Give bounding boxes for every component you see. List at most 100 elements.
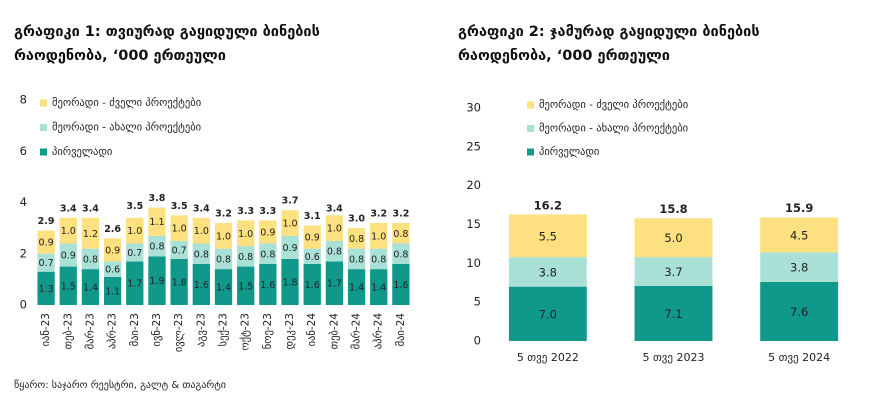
y-tick-label: 10 (466, 256, 481, 270)
x-tick-label: ოქტ-23 (240, 313, 252, 351)
bar-segment (325, 261, 344, 305)
value-label: 0.7 (172, 245, 187, 256)
value-label: 4.5 (790, 228, 808, 242)
bar-segment (392, 264, 410, 305)
bar-segment (303, 248, 321, 264)
bar-segment (192, 217, 210, 244)
legend-label: მეორადი - ახალი პროექტები (52, 122, 201, 134)
legend-label: პირველადი (539, 146, 599, 158)
bar-segment (370, 248, 388, 270)
bar-segment (81, 269, 100, 305)
total-label: 3.8 (149, 193, 166, 204)
x-tick-label: მარ-23 (84, 313, 96, 349)
bar-segment (148, 207, 166, 236)
x-tick-label: აპრ-24 (373, 313, 385, 349)
total-label: 3.7 (282, 196, 299, 207)
value-label: 1.6 (305, 280, 320, 291)
bar-segment (237, 246, 255, 267)
total-label: 2.9 (38, 216, 55, 227)
value-label: 1.0 (216, 231, 231, 242)
legend-swatch (527, 148, 534, 156)
value-label: 1.4 (349, 283, 364, 294)
chart-title: გრაფიკი 1: თვიურად გაყიდული ბინების რაოდ… (14, 24, 320, 64)
value-label: 1.6 (194, 280, 209, 291)
x-tick-label: აგვ-23 (195, 313, 207, 347)
x-tick-label: თებ-24 (328, 313, 340, 350)
bar-segment (192, 243, 210, 264)
x-tick-label: ნოე-23 (262, 313, 274, 349)
value-label: 1.0 (371, 231, 386, 242)
x-tick-label: 5 თვე 2022 (517, 351, 579, 364)
bar-segment (59, 243, 77, 267)
value-label: 1.4 (216, 283, 231, 294)
y-tick-label: 6 (20, 144, 27, 158)
bar-segment (103, 261, 122, 277)
y-tick-label: 4 (20, 195, 27, 209)
value-label: 3.7 (664, 265, 682, 279)
legend-label: მეორადი - ახალი პროექტები (539, 123, 688, 135)
value-label: 1.0 (127, 226, 142, 237)
value-label: 0.8 (393, 229, 408, 240)
value-label: 1.3 (39, 284, 54, 295)
value-label: 1.0 (327, 224, 342, 235)
bar-segment (325, 215, 344, 241)
value-label: 1.2 (83, 229, 98, 240)
bar-segment (259, 243, 277, 264)
x-tick-label: თებ-23 (62, 313, 74, 349)
total-label: 3.3 (237, 206, 254, 217)
value-label: 0.7 (127, 248, 142, 259)
x-tick-label: აპრ-23 (107, 313, 119, 349)
bar-segment (259, 220, 277, 244)
bar-segment (103, 238, 122, 262)
bar-segment (59, 217, 77, 244)
bar-segment (192, 264, 210, 305)
legend-swatch (40, 124, 47, 131)
value-label: 5.0 (664, 231, 682, 245)
bar-segment (126, 217, 144, 244)
value-label: 0.8 (371, 254, 386, 265)
value-label: 0.9 (260, 227, 275, 238)
bar-segment (170, 240, 188, 259)
bar-segment (59, 266, 77, 305)
total-label: 3.2 (215, 209, 232, 220)
bar-segment (126, 261, 144, 305)
value-label: 1.5 (238, 281, 253, 292)
bar-segment (281, 258, 299, 305)
value-label: 1.9 (149, 276, 164, 287)
y-tick-label: 25 (466, 139, 481, 153)
value-label: 1.6 (260, 280, 275, 291)
value-label: 1.1 (149, 217, 164, 228)
value-label: 0.9 (39, 238, 54, 249)
value-label: 1.5 (61, 281, 76, 292)
legend-label: მეორადი - ძველი პროექტები (52, 97, 201, 109)
legend-swatch (527, 125, 534, 132)
x-tick-label: ივნ-23 (151, 313, 163, 346)
bar-segment (634, 218, 713, 258)
value-label: 0.9 (105, 245, 120, 256)
x-tick-label: დეკ-23 (284, 313, 296, 349)
value-label: 1.4 (371, 283, 386, 294)
value-label: 1.0 (238, 229, 253, 240)
value-label: 1.0 (61, 226, 76, 237)
legend-label: მეორადი - ძველი პროექტები (539, 99, 688, 111)
x-tick-label: ივლ-23 (173, 313, 185, 352)
total-label: 2.6 (104, 224, 121, 235)
x-tick-label: იან-23 (40, 313, 52, 346)
bar-segment (508, 214, 587, 258)
total-label: 3.4 (193, 203, 210, 214)
bar-segment (392, 223, 410, 244)
total-label: 3.5 (126, 201, 143, 212)
value-label: 0.8 (393, 249, 408, 260)
bar-segment (214, 269, 233, 305)
bar-segment (392, 243, 410, 264)
value-label: 1.7 (327, 279, 342, 290)
bar-segment (81, 217, 100, 249)
bar-segment (214, 223, 233, 249)
value-label: 0.8 (83, 254, 98, 265)
value-label: 0.6 (305, 252, 320, 263)
source-note: წყარო: საჯარო რეესტრი, გალტ & თაგარტი (14, 380, 226, 391)
value-label: 0.8 (194, 249, 209, 260)
bar-segment (37, 230, 55, 254)
